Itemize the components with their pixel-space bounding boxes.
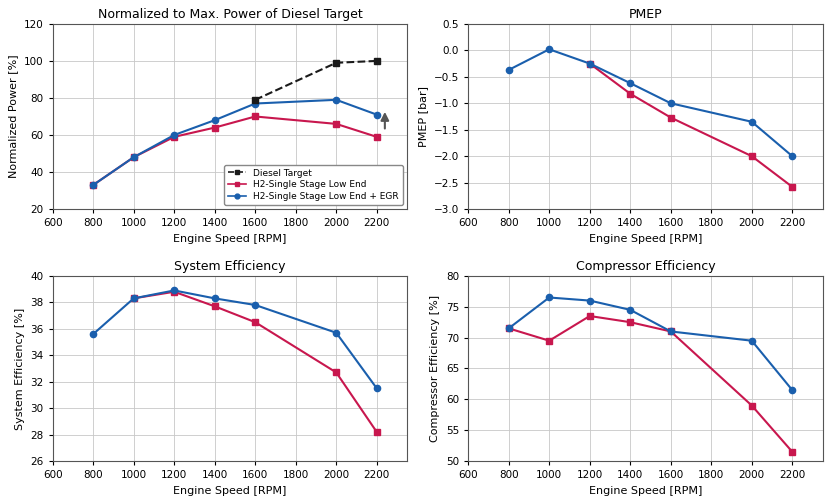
Y-axis label: Compressor Efficiency [%]: Compressor Efficiency [%]: [430, 295, 440, 442]
X-axis label: Engine Speed [RPM]: Engine Speed [RPM]: [588, 486, 702, 495]
X-axis label: Engine Speed [RPM]: Engine Speed [RPM]: [173, 486, 287, 495]
X-axis label: Engine Speed [RPM]: Engine Speed [RPM]: [173, 234, 287, 243]
Y-axis label: PMEP [bar]: PMEP [bar]: [418, 86, 428, 147]
Title: Compressor Efficiency: Compressor Efficiency: [576, 261, 715, 273]
Y-axis label: Normalized Power [%]: Normalized Power [%]: [8, 54, 18, 178]
X-axis label: Engine Speed [RPM]: Engine Speed [RPM]: [588, 234, 702, 243]
Y-axis label: System Efficiency [%]: System Efficiency [%]: [15, 307, 25, 429]
Legend: Diesel Target, H2-Single Stage Low End, H2-Single Stage Low End + EGR: Diesel Target, H2-Single Stage Low End, …: [224, 165, 402, 205]
Title: System Efficiency: System Efficiency: [175, 261, 286, 273]
Title: Normalized to Max. Power of Diesel Target: Normalized to Max. Power of Diesel Targe…: [97, 9, 362, 21]
Title: PMEP: PMEP: [628, 9, 662, 21]
